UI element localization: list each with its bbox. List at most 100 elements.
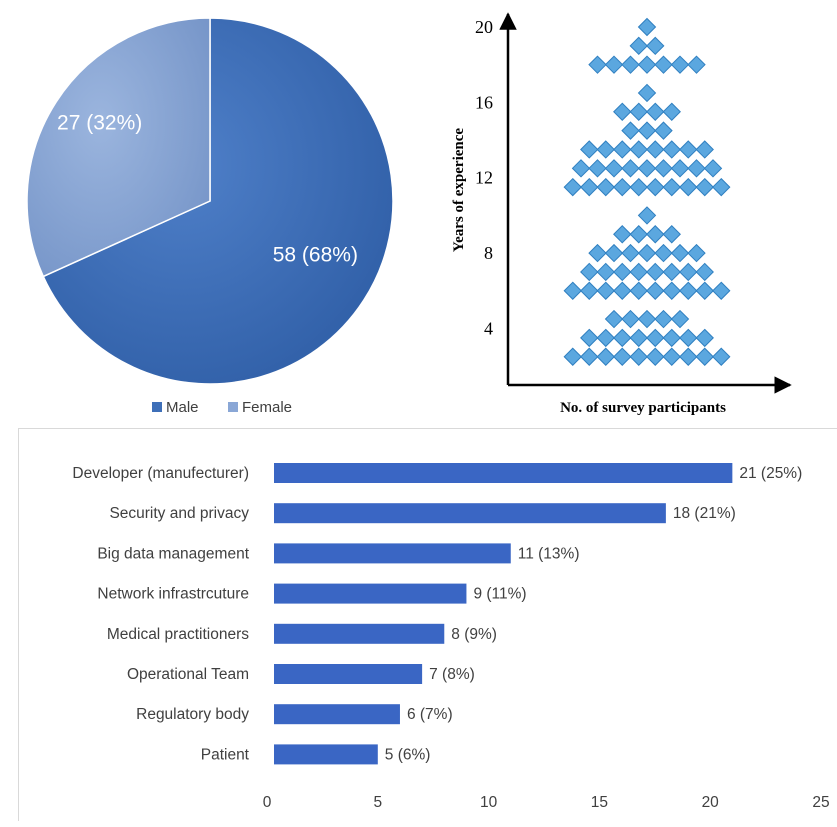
pie-slice-male xyxy=(42,17,394,385)
dot-marker xyxy=(596,262,615,282)
dot-marker xyxy=(596,328,615,348)
bar-value-label: 11 (13%) xyxy=(518,545,580,562)
dot-marker xyxy=(654,243,673,263)
bar-value-label: 18 (21%) xyxy=(673,505,736,522)
x-tick-5: 5 xyxy=(373,794,382,811)
dot-marker xyxy=(646,36,665,56)
dot-marker xyxy=(679,328,698,348)
dot-marker xyxy=(613,347,632,366)
dot-marker xyxy=(695,177,714,197)
dot-marker xyxy=(596,347,615,366)
dot-marker xyxy=(613,262,632,282)
dot-marker xyxy=(629,177,648,197)
bar xyxy=(274,543,511,564)
dot-marker xyxy=(646,177,665,197)
dot-marker xyxy=(596,281,615,300)
dot-marker xyxy=(613,225,632,244)
bar-category-label: Developer (manufecturer) xyxy=(72,465,249,482)
dot-marker xyxy=(637,121,657,140)
dot-marker xyxy=(637,159,657,178)
dot-marker xyxy=(637,243,657,263)
x-tick-25: 25 xyxy=(812,794,829,811)
dot-marker xyxy=(621,243,640,263)
bar-value-label: 6 (7%) xyxy=(407,706,453,723)
x-tick-20: 20 xyxy=(702,794,720,811)
dot-marker xyxy=(613,328,632,348)
dot-marker xyxy=(670,55,690,74)
dot-marker xyxy=(629,102,648,121)
bar-value-labels: 21 (25%) 18 (21%) 11 (13%) 9 (11%) 8 (9%) 7 (… xyxy=(385,465,802,763)
pie-label-female: 27 (32%) xyxy=(57,111,142,134)
y-tick-8: 8 xyxy=(484,243,493,263)
pie-chart-svg: 58 (68%) 27 (32%) Male Female xyxy=(26,17,394,416)
bar-value-label: 7 (8%) xyxy=(429,666,475,683)
dot-marker xyxy=(662,225,681,244)
bar xyxy=(274,503,666,524)
dot-marker xyxy=(604,159,624,178)
dot-marker xyxy=(637,83,657,103)
dot-marker xyxy=(580,347,599,366)
dot-markers xyxy=(563,17,731,366)
dot-marker xyxy=(637,309,657,329)
x-axis-title: No. of survey participants xyxy=(560,400,726,416)
dot-marker xyxy=(712,281,731,300)
dot-marker xyxy=(588,159,607,178)
dot-marker xyxy=(662,177,681,197)
dot-marker xyxy=(654,121,673,140)
bar-value-label: 9 (11%) xyxy=(473,586,526,603)
x-tick-0: 0 xyxy=(263,794,272,811)
pie-slices xyxy=(26,17,394,385)
dot-marker xyxy=(646,281,665,300)
dot-marker xyxy=(695,347,714,366)
dot-marker xyxy=(604,55,624,74)
dot-marker xyxy=(662,102,681,121)
x-tick-10: 10 xyxy=(480,794,498,811)
bar-category-label: Patient xyxy=(201,746,250,763)
dot-marker xyxy=(629,328,648,348)
dot-marker xyxy=(596,140,615,159)
dot-marker xyxy=(670,243,690,263)
gender-pie-chart: 58 (68%) 27 (32%) Male Female xyxy=(0,0,430,420)
dot-marker xyxy=(679,177,698,197)
dot-marker xyxy=(695,328,714,348)
dot-marker xyxy=(670,159,690,178)
bar xyxy=(274,744,378,765)
y-axis-title: Years of experience xyxy=(451,128,467,252)
dot-marker xyxy=(588,243,607,263)
dot-marker xyxy=(703,159,723,178)
dot-marker xyxy=(695,262,714,282)
experience-dot-plot: 4 8 12 16 20 No. of survey participants Year… xyxy=(430,0,837,425)
y-tick-20: 20 xyxy=(475,17,493,37)
dot-marker xyxy=(637,55,657,74)
dot-marker xyxy=(621,121,640,140)
pie-legend: Male Female xyxy=(152,399,292,416)
legend-swatch-male xyxy=(152,402,162,412)
dot-marker xyxy=(654,159,673,178)
dot-marker xyxy=(629,262,648,282)
dot-marker xyxy=(662,262,681,282)
bar-category-label: Medical practitioners xyxy=(107,626,249,643)
dot-marker xyxy=(588,55,607,74)
dot-marker xyxy=(687,55,706,74)
dot-marker xyxy=(662,281,681,300)
dot-marker xyxy=(613,102,632,121)
pie-slice-female xyxy=(26,17,211,278)
y-tick-labels: 4 8 12 16 20 xyxy=(475,17,493,338)
dot-plot-svg: 4 8 12 16 20 No. of survey participants Year… xyxy=(451,12,792,416)
dot-marker xyxy=(646,347,665,366)
dot-marker xyxy=(571,159,591,178)
dot-marker xyxy=(613,177,632,197)
x-tick-labels: 0 5 10 15 20 25 xyxy=(263,794,830,811)
dot-marker xyxy=(687,159,706,178)
dot-marker xyxy=(580,177,599,197)
bar-chart-svg: Developer (manufecturer) Security and pri… xyxy=(72,463,830,811)
legend-label-male: Male xyxy=(166,399,199,416)
dot-marker xyxy=(712,177,731,197)
dot-marker xyxy=(621,309,640,329)
bar-category-label: Security and privacy xyxy=(109,505,249,522)
legend-swatch-female xyxy=(228,402,238,412)
dot-marker xyxy=(637,17,657,37)
dot-marker xyxy=(646,140,665,159)
dot-marker xyxy=(670,309,690,329)
bar-category-label: Operational Team xyxy=(127,666,249,683)
